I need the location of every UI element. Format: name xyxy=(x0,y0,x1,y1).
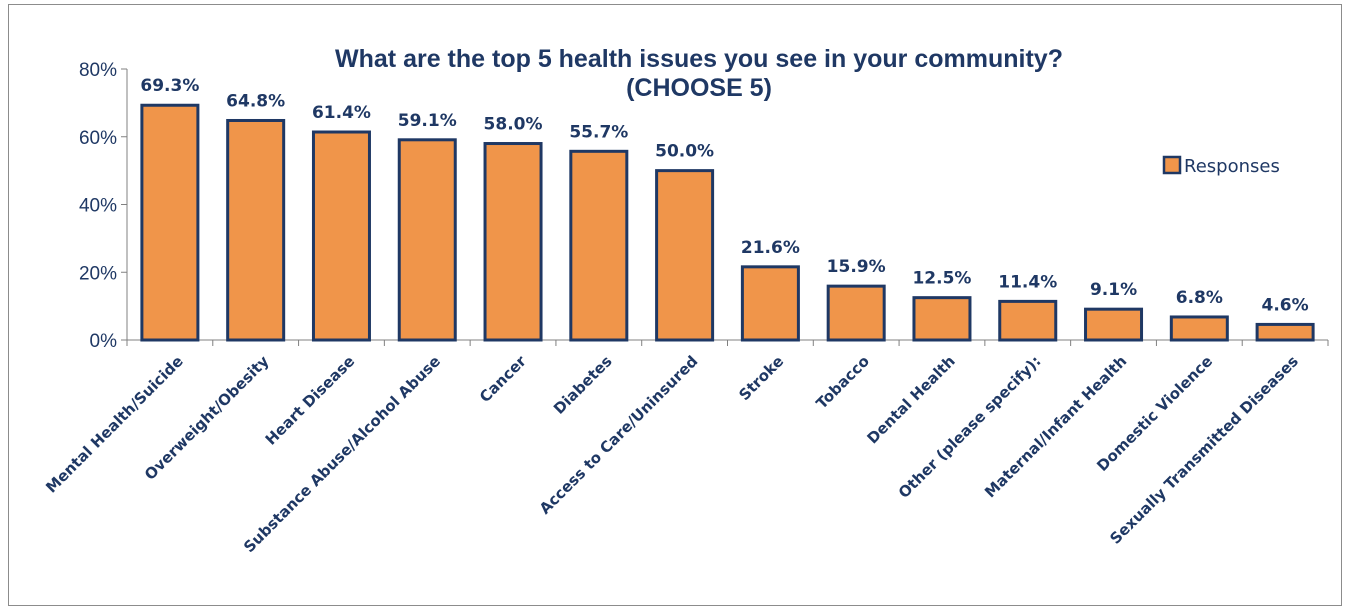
y-tick-label: 0% xyxy=(90,331,118,352)
data-label: 15.9% xyxy=(827,257,886,277)
y-tick-label: 20% xyxy=(79,263,117,284)
bar xyxy=(571,151,627,340)
category-label: Diabetes xyxy=(550,352,616,418)
data-label: 55.7% xyxy=(569,122,628,142)
category-label: Sexually Transmitted Diseases xyxy=(1106,352,1302,548)
bar xyxy=(1000,301,1056,340)
bar xyxy=(1086,309,1142,340)
y-tick-label: 40% xyxy=(79,196,117,217)
bar xyxy=(485,144,541,340)
legend-swatch xyxy=(1164,157,1180,173)
category-label: Maternal/Infant Health xyxy=(981,352,1130,501)
y-tick-label: 80% xyxy=(79,60,117,81)
category-labels: Mental Health/SuicideOverweight/ObesityH… xyxy=(42,352,1302,556)
bar xyxy=(313,132,369,340)
bar xyxy=(1257,324,1313,340)
bar-series xyxy=(142,105,1313,340)
bar xyxy=(828,286,884,340)
data-label: 4.6% xyxy=(1262,295,1309,315)
category-label: Access to Care/Uninsured xyxy=(536,352,702,518)
bar xyxy=(399,140,455,340)
category-label: Dental Health xyxy=(863,352,958,447)
data-label: 61.4% xyxy=(312,103,371,123)
category-label: Other (please specify): xyxy=(895,352,1045,502)
legend: Responses xyxy=(1164,156,1280,177)
y-tick-label: 60% xyxy=(79,128,117,149)
category-label: Tobacco xyxy=(813,352,873,412)
data-label: 21.6% xyxy=(741,238,800,258)
bar xyxy=(742,267,798,340)
chart-title: What are the top 5 health issues you see… xyxy=(335,45,1063,73)
bar xyxy=(142,105,198,340)
category-label: Stroke xyxy=(735,352,787,404)
bar xyxy=(228,120,284,340)
data-label: 6.8% xyxy=(1176,288,1223,308)
category-label: Mental Health/Suicide xyxy=(42,352,186,496)
data-label: 58.0% xyxy=(484,115,543,135)
bar xyxy=(657,171,713,340)
data-label: 9.1% xyxy=(1090,280,1137,300)
category-label: Cancer xyxy=(476,352,530,406)
data-label: 11.4% xyxy=(998,272,1057,292)
bar xyxy=(914,298,970,340)
chart-subtitle: (CHOOSE 5) xyxy=(626,74,772,102)
category-label: Heart Disease xyxy=(262,352,359,449)
data-label: 50.0% xyxy=(655,142,714,162)
data-label: 64.8% xyxy=(226,91,285,111)
category-label: Substance Abuse/Alcohol Abuse xyxy=(240,352,444,556)
bar xyxy=(1171,317,1227,340)
data-label: 69.3% xyxy=(140,76,199,96)
data-label: 12.5% xyxy=(912,269,971,289)
data-label: 59.1% xyxy=(398,111,457,131)
legend-label: Responses xyxy=(1184,156,1280,177)
